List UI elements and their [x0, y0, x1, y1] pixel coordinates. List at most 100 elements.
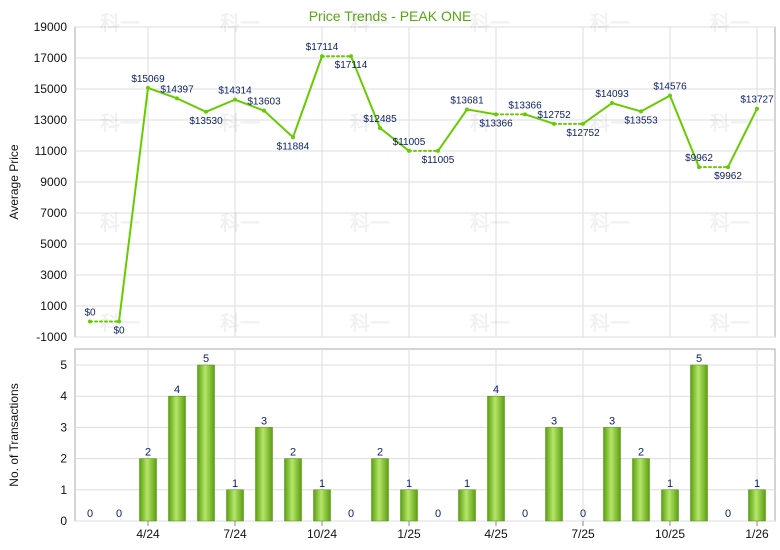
price-point-label: $15069 [131, 74, 165, 85]
tx-bar [226, 489, 244, 522]
price-point-label: $11005 [422, 155, 455, 166]
price-y-tick-label: 5000 [40, 237, 67, 251]
tx-y-tick-label: 0 [60, 514, 67, 528]
price-point [117, 319, 121, 324]
watermark: 科一 [590, 211, 630, 235]
tx-bar-label: 0 [725, 508, 731, 520]
tx-bar-label: 1 [667, 478, 673, 490]
price-y-tick-label: 7000 [40, 206, 67, 220]
price-point [262, 108, 266, 113]
tx-bar-label: 0 [348, 508, 354, 520]
price-point-label: $9962 [685, 153, 713, 164]
price-point [755, 106, 759, 111]
x-tick-label: 10/24 [307, 527, 337, 541]
tx-bar-label: 0 [116, 508, 122, 520]
price-point-label: $12485 [363, 114, 397, 125]
price-point-label: $9962 [714, 171, 742, 182]
price-point [494, 112, 498, 117]
tx-bar [545, 427, 563, 522]
x-tick-label: 1/26 [745, 527, 769, 541]
watermark: 科一 [350, 311, 390, 335]
tx-bar-label: 3 [261, 415, 267, 427]
watermark: 科一 [220, 11, 260, 35]
price-point-label: $13681 [450, 95, 484, 106]
price-line-segment [379, 126, 410, 152]
price-point-label: $14093 [595, 89, 629, 100]
price-point [465, 107, 469, 112]
chart-title: Price Trends - PEAK ONE [309, 8, 472, 24]
tx-bar [603, 427, 621, 522]
tx-bar [371, 458, 389, 522]
price-point [610, 101, 614, 106]
tx-bar-label: 1 [754, 478, 760, 490]
price-point [204, 109, 208, 114]
tx-bar [487, 395, 505, 522]
price-point-label: $13727 [740, 95, 774, 106]
watermark: 科一 [350, 11, 390, 35]
tx-y-tick-label: 4 [60, 389, 67, 403]
watermark: 科一 [470, 211, 510, 235]
price-line-segment [466, 108, 497, 116]
tx-bar-label: 1 [319, 478, 325, 490]
tx-y-tick-label: 2 [60, 452, 67, 466]
price-point [668, 93, 672, 98]
watermark: 科一 [100, 11, 140, 35]
watermark: 科一 [470, 11, 510, 35]
price-line-segment [727, 107, 758, 169]
tx-bar-label: 0 [522, 508, 528, 520]
price-y-tick-label: 17000 [34, 51, 68, 65]
tx-bar-label: 5 [696, 353, 702, 365]
price-line-segment [234, 98, 265, 112]
price-point-label: $13530 [189, 116, 223, 127]
tx-bar-label: 2 [638, 447, 644, 459]
tx-bar [458, 489, 476, 522]
x-tick-label: 10/25 [655, 527, 685, 541]
price-y-tick-label: -1000 [36, 330, 67, 344]
price-point-label: $17114 [306, 42, 339, 53]
price-point-label: $0 [113, 326, 125, 337]
price-point [291, 135, 295, 140]
tx-bar-label: 3 [551, 415, 557, 427]
price-y-axis-label: Average Price [7, 144, 21, 219]
price-line-segment [640, 94, 671, 113]
price-line-segment [292, 55, 323, 139]
x-tick-label: 4/24 [136, 527, 160, 541]
tx-bar-label: 0 [435, 508, 441, 520]
price-point [320, 54, 324, 59]
price-line-segment [524, 113, 555, 125]
price-line-segment [147, 86, 178, 100]
price-point [378, 125, 382, 130]
price-point-label: $12752 [566, 128, 600, 139]
tx-bar-label: 2 [290, 447, 296, 459]
tx-y-tick-label: 3 [60, 420, 67, 434]
tx-bar-label: 4 [174, 384, 180, 396]
tx-plot-area [74, 348, 776, 522]
price-point-label: $17114 [335, 60, 368, 71]
price-line-segment [437, 108, 468, 152]
price-point-label: $0 [84, 308, 96, 319]
tx-bar [661, 489, 679, 522]
tx-bar-label: 3 [609, 415, 615, 427]
transactions-panel: 0 1 2 3 4 5 4/24 7/24 10/24 1/25 4/25 7/25 10/25 1/26… [7, 348, 776, 541]
watermark: 科一 [100, 211, 140, 235]
price-y-tick-label: 13000 [34, 113, 68, 127]
price-point-label: $11005 [393, 137, 426, 148]
watermark: 科一 [100, 111, 140, 135]
tx-bar-label: 2 [145, 447, 151, 459]
watermark: 科一 [220, 111, 260, 135]
tx-y-tick-label: 5 [60, 358, 67, 372]
watermark: 科一 [220, 211, 260, 235]
tx-bar [284, 458, 302, 522]
x-tick-label: 1/25 [397, 527, 421, 541]
watermark: 科一 [590, 11, 630, 35]
price-line-segment [611, 102, 642, 113]
tx-bar-label: 5 [203, 353, 209, 365]
price-line-segment [205, 98, 236, 113]
tx-bar [168, 395, 186, 522]
tx-y-axis-label: No. of Transactions [7, 383, 21, 486]
price-point [146, 85, 150, 90]
tx-y-tick-label: 1 [60, 483, 67, 497]
price-point-label: $14314 [218, 86, 252, 97]
tx-bar [748, 489, 766, 522]
